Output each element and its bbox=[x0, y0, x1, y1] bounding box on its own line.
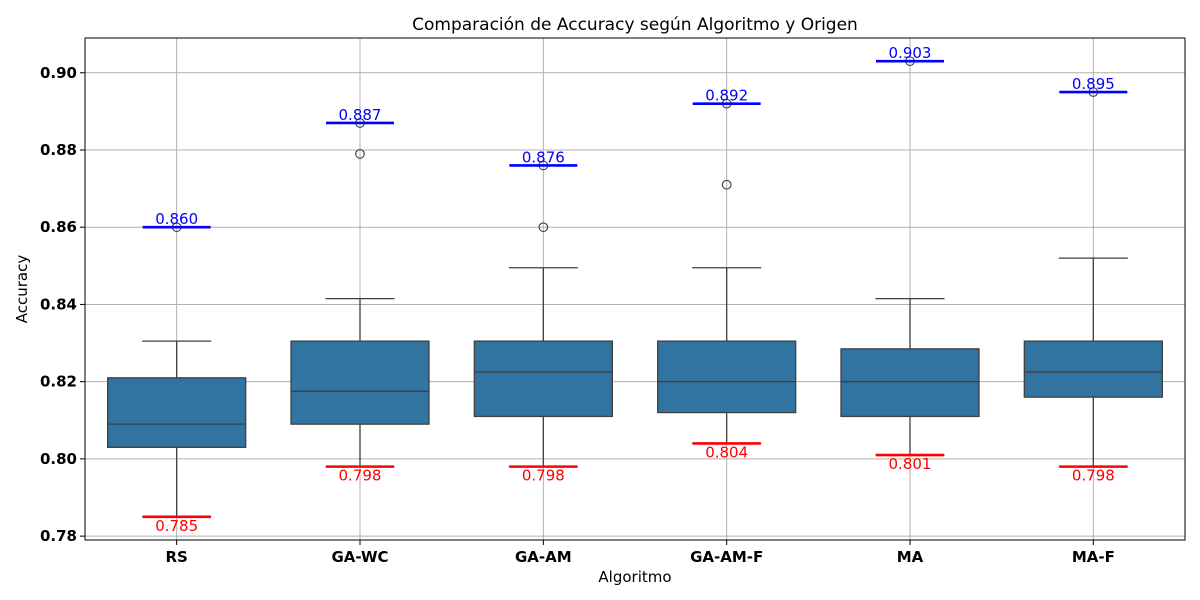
min-label: 0.798 bbox=[339, 467, 382, 485]
min-label: 0.804 bbox=[705, 443, 748, 461]
iqr-box bbox=[1023, 340, 1163, 398]
plot-frame bbox=[84, 37, 1186, 541]
x-tick-label: GA-AM-F bbox=[690, 548, 763, 566]
max-label: 0.887 bbox=[339, 106, 382, 124]
chart-title: Comparación de Accuracy según Algoritmo … bbox=[412, 15, 858, 35]
y-tick-label: 0.86 bbox=[40, 218, 77, 236]
x-tick-label: MA-F bbox=[1072, 548, 1115, 566]
outlier-point bbox=[721, 179, 732, 190]
min-label: 0.798 bbox=[1072, 467, 1115, 485]
y-tick-label: 0.90 bbox=[40, 64, 77, 82]
box-ma-f bbox=[1023, 87, 1163, 468]
box-ga-am-f bbox=[657, 98, 797, 445]
box-ga-wc bbox=[290, 118, 430, 468]
outlier-point bbox=[355, 148, 365, 159]
iqr-box bbox=[840, 348, 980, 418]
ticks-layer: 0.78 0.80 0.82 0.84 0.86 0.88 0.90 RS GA-WC GA-AM… bbox=[40, 64, 1115, 566]
max-label: 0.892 bbox=[705, 87, 748, 105]
y-tick-label: 0.84 bbox=[40, 295, 77, 313]
max-label: 0.860 bbox=[155, 210, 198, 228]
y-axis-label: Accuracy bbox=[13, 255, 31, 324]
min-label: 0.798 bbox=[522, 467, 565, 485]
y-tick-label: 0.78 bbox=[40, 527, 77, 545]
iqr-box bbox=[657, 340, 797, 414]
x-axis-label: Algoritmo bbox=[598, 568, 671, 586]
iqr-box bbox=[473, 340, 613, 418]
min-label: 0.785 bbox=[155, 517, 198, 535]
max-label: 0.895 bbox=[1072, 75, 1115, 93]
annotations-layer: 0.860 0.785 0.887 0.798 0.876 0.798 0.892 0.804… bbox=[142, 44, 1128, 535]
grid-lines bbox=[85, 38, 1185, 540]
iqr-box bbox=[290, 340, 430, 425]
x-tick-label: MA bbox=[897, 548, 924, 566]
max-label: 0.876 bbox=[522, 148, 565, 166]
min-label: 0.801 bbox=[889, 455, 932, 473]
y-tick-label: 0.82 bbox=[40, 373, 77, 391]
x-tick-label: GA-AM bbox=[515, 548, 572, 566]
y-tick-label: 0.80 bbox=[40, 450, 77, 468]
x-tick-label: RS bbox=[165, 548, 187, 566]
iqr-box bbox=[107, 377, 247, 448]
y-tick-label: 0.88 bbox=[40, 141, 77, 159]
box-ma bbox=[840, 56, 980, 456]
outlier-point bbox=[538, 222, 549, 233]
max-label: 0.903 bbox=[889, 44, 932, 62]
x-tick-label: GA-WC bbox=[331, 548, 388, 566]
boxes-layer bbox=[107, 56, 1163, 518]
